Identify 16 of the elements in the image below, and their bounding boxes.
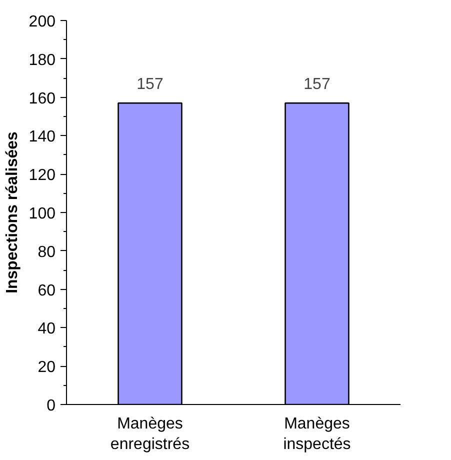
y-tick-label: 160	[28, 90, 56, 108]
y-tick-label: 140	[28, 128, 56, 146]
x-tick-label: Manèges inspectés	[283, 416, 351, 453]
y-tick-label: 0	[46, 398, 56, 414]
x-tick-label: Manèges enregistrés	[110, 416, 190, 453]
y-tick-label: 80	[38, 244, 56, 261]
y-tick-label: 200	[28, 14, 56, 30]
y-tick-label: 120	[28, 167, 56, 184]
y-tick-label: 180	[28, 52, 56, 69]
y-tick-label: 40	[38, 320, 56, 338]
y-tick-label: 60	[38, 282, 56, 300]
y-tick-label: 20	[38, 359, 56, 376]
y-tick-label: 100	[28, 206, 56, 222]
data-label: 157	[136, 76, 164, 94]
data-label: 157	[304, 76, 330, 94]
y-axis-title: Inspections réalisées	[4, 131, 21, 294]
